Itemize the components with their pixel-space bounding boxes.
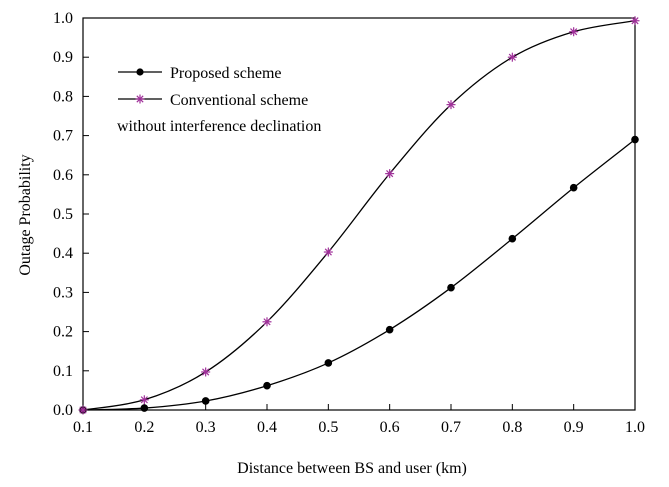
x-axis-ticks: 0.1 0.2 0.3 0.4 0.5 0.6 0.7 0.8 0.9 1.0	[73, 404, 645, 436]
x-tick-label: 0.2	[134, 419, 154, 436]
data-point-conventional	[262, 317, 272, 327]
y-tick-label: 1.0	[53, 10, 73, 27]
x-tick-label: 0.1	[73, 419, 93, 436]
legend-label-proposed: Proposed scheme	[170, 65, 282, 82]
y-axis-label: Outage Probability	[17, 154, 34, 275]
data-point-proposed	[263, 381, 271, 390]
legend-note: without interference declination	[117, 118, 321, 135]
data-point-proposed	[140, 404, 149, 412]
legend-label-conventional: Conventional scheme	[170, 92, 308, 109]
x-axis-label: Distance between BS and user (km)	[237, 460, 467, 477]
series-line-0	[82, 139, 636, 411]
y-tick-label: 0.5	[53, 206, 73, 223]
x-tick-label: 0.4	[257, 419, 277, 436]
plot-frame	[82, 17, 636, 411]
data-point-conventional	[630, 16, 640, 26]
series-line-1	[82, 20, 636, 411]
y-tick-label: 0.0	[53, 402, 73, 419]
legend: Proposed scheme Conventional scheme with…	[117, 65, 321, 135]
y-tick-label: 0.1	[53, 363, 73, 380]
y-tick-label: 0.6	[53, 167, 73, 184]
x-tick-label: 0.6	[380, 419, 400, 436]
y-tick-label: 0.2	[53, 324, 73, 341]
y-axis-ticks: 0.0 0.1 0.2 0.3 0.4 0.5 0.6 0.7 0.8 0.9 1.0	[53, 10, 89, 419]
x-tick-label: 0.5	[318, 419, 338, 436]
legend-item-proposed: Proposed scheme	[118, 65, 282, 82]
plot-border	[82, 17, 636, 411]
data-point-proposed	[508, 234, 517, 243]
data-point-proposed	[631, 135, 639, 144]
y-tick-label: 0.9	[53, 49, 73, 66]
series-lines	[82, 20, 636, 411]
data-point-proposed	[569, 183, 578, 192]
data-point-proposed	[201, 397, 210, 405]
legend-marker-conventional	[135, 94, 145, 104]
data-point-conventional	[385, 169, 395, 179]
data-point-conventional	[569, 27, 579, 37]
data-point-conventional	[201, 367, 211, 377]
x-tick-label: 0.7	[441, 419, 461, 436]
x-tick-label: 0.3	[196, 419, 216, 436]
data-point-proposed	[385, 325, 394, 334]
x-tick-label: 0.9	[564, 419, 584, 436]
x-tick-label: 1.0	[625, 419, 645, 436]
data-point-conventional	[323, 247, 333, 257]
data-point-proposed	[447, 283, 455, 292]
y-tick-label: 0.4	[53, 245, 73, 262]
y-tick-label: 0.3	[53, 284, 73, 301]
data-point-proposed	[324, 359, 333, 367]
data-point-conventional	[78, 405, 88, 415]
data-point-conventional	[446, 100, 456, 110]
legend-marker-proposed	[136, 68, 144, 76]
data-point-conventional	[507, 52, 517, 62]
data-point-conventional	[139, 395, 149, 405]
y-tick-label: 0.8	[53, 88, 73, 105]
legend-item-conventional: Conventional scheme	[118, 92, 308, 109]
x-tick-label: 0.8	[502, 419, 522, 436]
series-markers	[78, 16, 640, 415]
y-tick-label: 0.7	[53, 128, 73, 145]
legend-asterisk-glyph	[135, 94, 145, 104]
